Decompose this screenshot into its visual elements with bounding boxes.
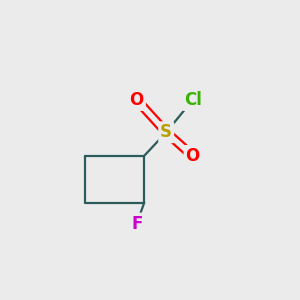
Text: O: O [130, 91, 144, 109]
Text: O: O [186, 147, 200, 165]
Text: Cl: Cl [184, 91, 202, 109]
Text: F: F [131, 214, 142, 232]
Text: S: S [160, 123, 172, 141]
